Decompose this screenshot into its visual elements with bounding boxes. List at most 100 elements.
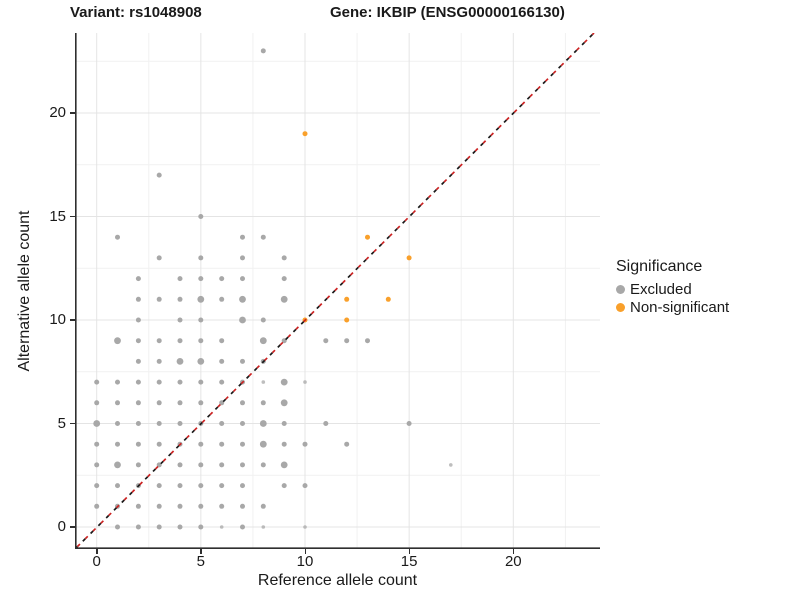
excluded-point: [219, 441, 225, 447]
excluded-point: [135, 441, 141, 447]
excluded-point: [156, 462, 162, 468]
excluded-point: [156, 358, 162, 364]
excluded-point: [114, 337, 121, 345]
excluded-point: [344, 338, 350, 344]
excluded-point: [240, 255, 245, 261]
excluded-point: [115, 234, 120, 240]
excluded-point: [219, 525, 224, 529]
excluded-point: [239, 295, 246, 303]
excluded-point: [198, 524, 204, 530]
excluded-point: [260, 48, 266, 54]
y-tick-mark: [70, 112, 75, 114]
x-tick-label: 10: [296, 553, 314, 570]
excluded-point: [177, 338, 183, 344]
excluded-point: [219, 338, 225, 344]
excluded-point: [240, 441, 245, 447]
excluded-point: [94, 400, 100, 406]
legend-item-label: Excluded: [630, 280, 692, 298]
excluded-point: [280, 399, 288, 407]
excluded-point: [344, 441, 350, 447]
excluded-point: [156, 483, 162, 489]
excluded-point: [156, 379, 162, 385]
excluded-point: [156, 400, 162, 406]
excluded-point: [135, 462, 141, 468]
excluded-point: [115, 441, 120, 447]
excluded-point: [240, 462, 245, 468]
legend-item-label: Non-significant: [630, 298, 730, 316]
x-tick-mark: [200, 549, 202, 554]
excluded-point: [115, 379, 120, 385]
excluded-point: [219, 462, 225, 468]
excluded-point: [135, 503, 141, 509]
excluded-point: [156, 524, 162, 530]
excluded-point: [219, 358, 225, 364]
excluded-point: [135, 296, 141, 302]
x-tick-mark: [408, 549, 411, 554]
excluded-point: [406, 421, 412, 426]
excluded-point: [135, 400, 141, 406]
x-tick-mark: [96, 549, 98, 554]
excluded-point: [94, 503, 100, 509]
excluded-point: [135, 379, 141, 385]
identity-line-red: [75, 33, 595, 549]
excluded-point: [177, 421, 183, 426]
excluded-point: [280, 461, 288, 469]
excluded-point: [198, 255, 204, 261]
excluded-point: [198, 214, 204, 219]
x-tick-mark: [304, 549, 306, 554]
excluded-point: [281, 276, 287, 282]
excluded-point: [94, 379, 100, 385]
excluded-point: [240, 234, 245, 240]
non-significant-point: [406, 255, 412, 261]
x-tick-label: 20: [504, 553, 522, 570]
excluded-point: [219, 400, 225, 406]
y-tick-label: 5: [57, 414, 66, 432]
excluded-point: [240, 276, 245, 282]
non-significant-point: [344, 317, 350, 323]
y-tick-mark: [70, 319, 75, 321]
excluded-point: [114, 461, 121, 469]
identity-line-black: [75, 33, 595, 549]
excluded-point: [281, 255, 287, 261]
excluded-point: [198, 462, 204, 468]
excluded-point: [177, 379, 183, 385]
excluded-point: [280, 378, 288, 386]
y-tick-label: 10: [49, 311, 66, 328]
excluded-point: [156, 296, 162, 302]
non-significant-point: [385, 296, 391, 302]
excluded-point: [94, 441, 100, 447]
excluded-point: [135, 338, 141, 344]
excluded-point: [177, 317, 183, 323]
y-tick-mark: [70, 526, 75, 528]
excluded-point: [240, 358, 245, 364]
excluded-point: [156, 338, 162, 344]
y-tick-label: 15: [49, 207, 66, 225]
excluded-point: [365, 338, 370, 344]
legend-items: Excluded Non-significant: [616, 280, 729, 316]
excluded-point: [240, 503, 245, 509]
x-tick-label: 0: [92, 553, 101, 570]
y-tick-label: 20: [49, 104, 66, 121]
excluded-point: [259, 420, 267, 427]
y-tick-label: 0: [57, 518, 66, 535]
excluded-point: [219, 503, 225, 509]
excluded-point: [177, 400, 183, 406]
excluded-point: [449, 463, 453, 467]
excluded-point: [177, 503, 183, 509]
excluded-point: [259, 337, 267, 345]
excluded-point: [281, 441, 287, 447]
excluded-point: [198, 317, 204, 323]
excluded-point: [156, 441, 162, 447]
excluded-point: [281, 338, 287, 344]
y-axis-title: Alternative allele count: [16, 210, 33, 372]
excluded-point: [177, 296, 183, 302]
excluded-point: [260, 462, 266, 468]
excluded-point: [156, 421, 162, 426]
excluded-point: [115, 400, 120, 406]
excluded-point: [219, 379, 225, 385]
y-tick-mark: [70, 422, 75, 425]
gene-title: Gene: IKBIP (ENSG00000166130): [330, 4, 565, 21]
excluded-point: [260, 503, 266, 509]
excluded-point: [260, 400, 266, 406]
excluded-point: [135, 276, 141, 282]
